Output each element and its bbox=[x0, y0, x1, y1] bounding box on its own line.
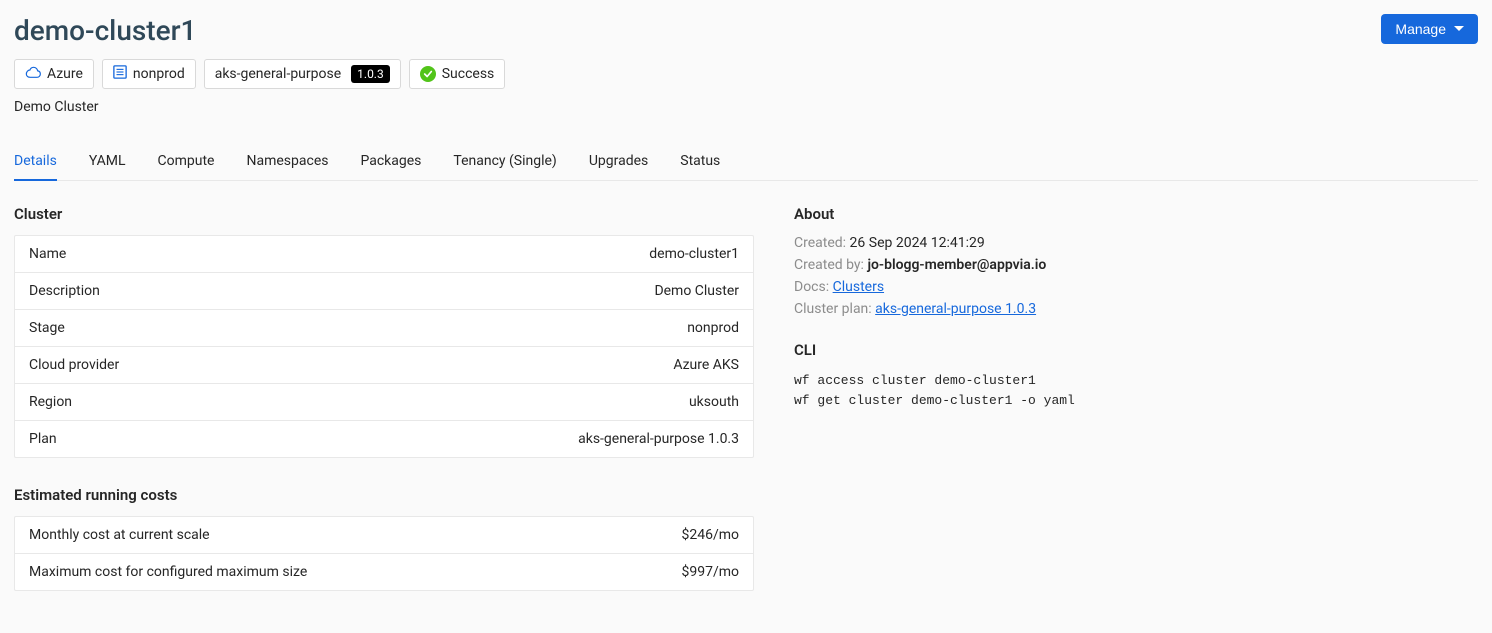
status-tag: Success bbox=[409, 59, 506, 89]
created-label: Created: bbox=[794, 235, 846, 251]
costs-table: Monthly cost at current scale $246/mo Maxi… bbox=[14, 516, 754, 591]
row-label: Cloud provider bbox=[29, 357, 119, 373]
tab-status[interactable]: Status bbox=[680, 143, 720, 181]
created-by-label: Created by: bbox=[794, 257, 864, 273]
row-value: uksouth bbox=[689, 394, 739, 410]
about-section-title: About bbox=[794, 205, 1478, 223]
manage-button-label: Manage bbox=[1395, 21, 1446, 37]
row-value: nonprod bbox=[687, 320, 739, 336]
page-title: demo-cluster1 bbox=[14, 14, 505, 47]
stage-tag-label: nonprod bbox=[133, 66, 185, 82]
tab-namespaces[interactable]: Namespaces bbox=[246, 143, 328, 181]
stage-tag: nonprod bbox=[102, 59, 196, 89]
row-label: Maximum cost for configured maximum size bbox=[29, 564, 307, 580]
plan-version-badge: 1.0.3 bbox=[351, 65, 390, 83]
table-row: Name demo-cluster1 bbox=[15, 236, 753, 273]
row-label: Description bbox=[29, 283, 100, 299]
cloud-tag: Azure bbox=[14, 59, 94, 89]
row-value: demo-cluster1 bbox=[649, 246, 739, 262]
plan-tag: aks-general-purpose 1.0.3 bbox=[204, 59, 401, 89]
tab-upgrades[interactable]: Upgrades bbox=[589, 143, 648, 181]
subtitle: Demo Cluster bbox=[14, 99, 505, 115]
success-icon bbox=[420, 66, 436, 82]
cluster-section-title: Cluster bbox=[14, 205, 754, 223]
plan-tag-name: aks-general-purpose bbox=[215, 66, 341, 82]
docs-label: Docs: bbox=[794, 279, 829, 295]
manage-button[interactable]: Manage bbox=[1381, 14, 1478, 44]
cli-section-title: CLI bbox=[794, 341, 1478, 359]
table-row: Region uksouth bbox=[15, 384, 753, 421]
tab-tenancy-single-[interactable]: Tenancy (Single) bbox=[453, 143, 556, 181]
tab-compute[interactable]: Compute bbox=[158, 143, 215, 181]
chevron-down-icon bbox=[1454, 24, 1464, 34]
cluster-plan-link[interactable]: aks-general-purpose 1.0.3 bbox=[875, 301, 1036, 317]
table-row: Maximum cost for configured maximum size… bbox=[15, 554, 753, 590]
row-label: Monthly cost at current scale bbox=[29, 527, 210, 543]
row-label: Region bbox=[29, 394, 72, 410]
row-value: $997/mo bbox=[681, 564, 739, 580]
status-tag-label: Success bbox=[442, 66, 495, 82]
table-row: Monthly cost at current scale $246/mo bbox=[15, 517, 753, 554]
cluster-plan-label: Cluster plan: bbox=[794, 301, 872, 317]
costs-section-title: Estimated running costs bbox=[14, 486, 754, 504]
table-row: Cloud provider Azure AKS bbox=[15, 347, 753, 384]
created-by-value: jo-blogg-member@appvia.io bbox=[867, 257, 1046, 273]
tab-packages[interactable]: Packages bbox=[360, 143, 421, 181]
row-value: Azure AKS bbox=[673, 357, 739, 373]
table-row: Plan aks-general-purpose 1.0.3 bbox=[15, 421, 753, 457]
row-label: Name bbox=[29, 246, 66, 262]
tabs: Details YAML Compute Namespaces Packages Tena… bbox=[14, 143, 1478, 181]
row-value: Demo Cluster bbox=[654, 283, 739, 299]
table-row: Description Demo Cluster bbox=[15, 273, 753, 310]
cluster-table: Name demo-cluster1 Description Demo Cluster… bbox=[14, 235, 754, 458]
docs-link[interactable]: Clusters bbox=[833, 279, 884, 295]
tags-row: Azure nonprod aks-general-purpose 1.0.3 … bbox=[14, 59, 505, 89]
row-value: $246/mo bbox=[681, 527, 739, 543]
created-value: 26 Sep 2024 12:41:29 bbox=[850, 235, 985, 251]
cli-commands: wf access cluster demo-cluster1 wf get c… bbox=[794, 371, 1478, 410]
table-row: Stage nonprod bbox=[15, 310, 753, 347]
stage-icon bbox=[113, 65, 127, 83]
tab-yaml[interactable]: YAML bbox=[89, 143, 126, 181]
row-value: aks-general-purpose 1.0.3 bbox=[578, 431, 739, 447]
row-label: Plan bbox=[29, 431, 57, 447]
tab-details[interactable]: Details bbox=[14, 143, 57, 181]
cloud-icon bbox=[25, 66, 41, 82]
cloud-tag-label: Azure bbox=[47, 66, 83, 82]
row-label: Stage bbox=[29, 320, 65, 336]
